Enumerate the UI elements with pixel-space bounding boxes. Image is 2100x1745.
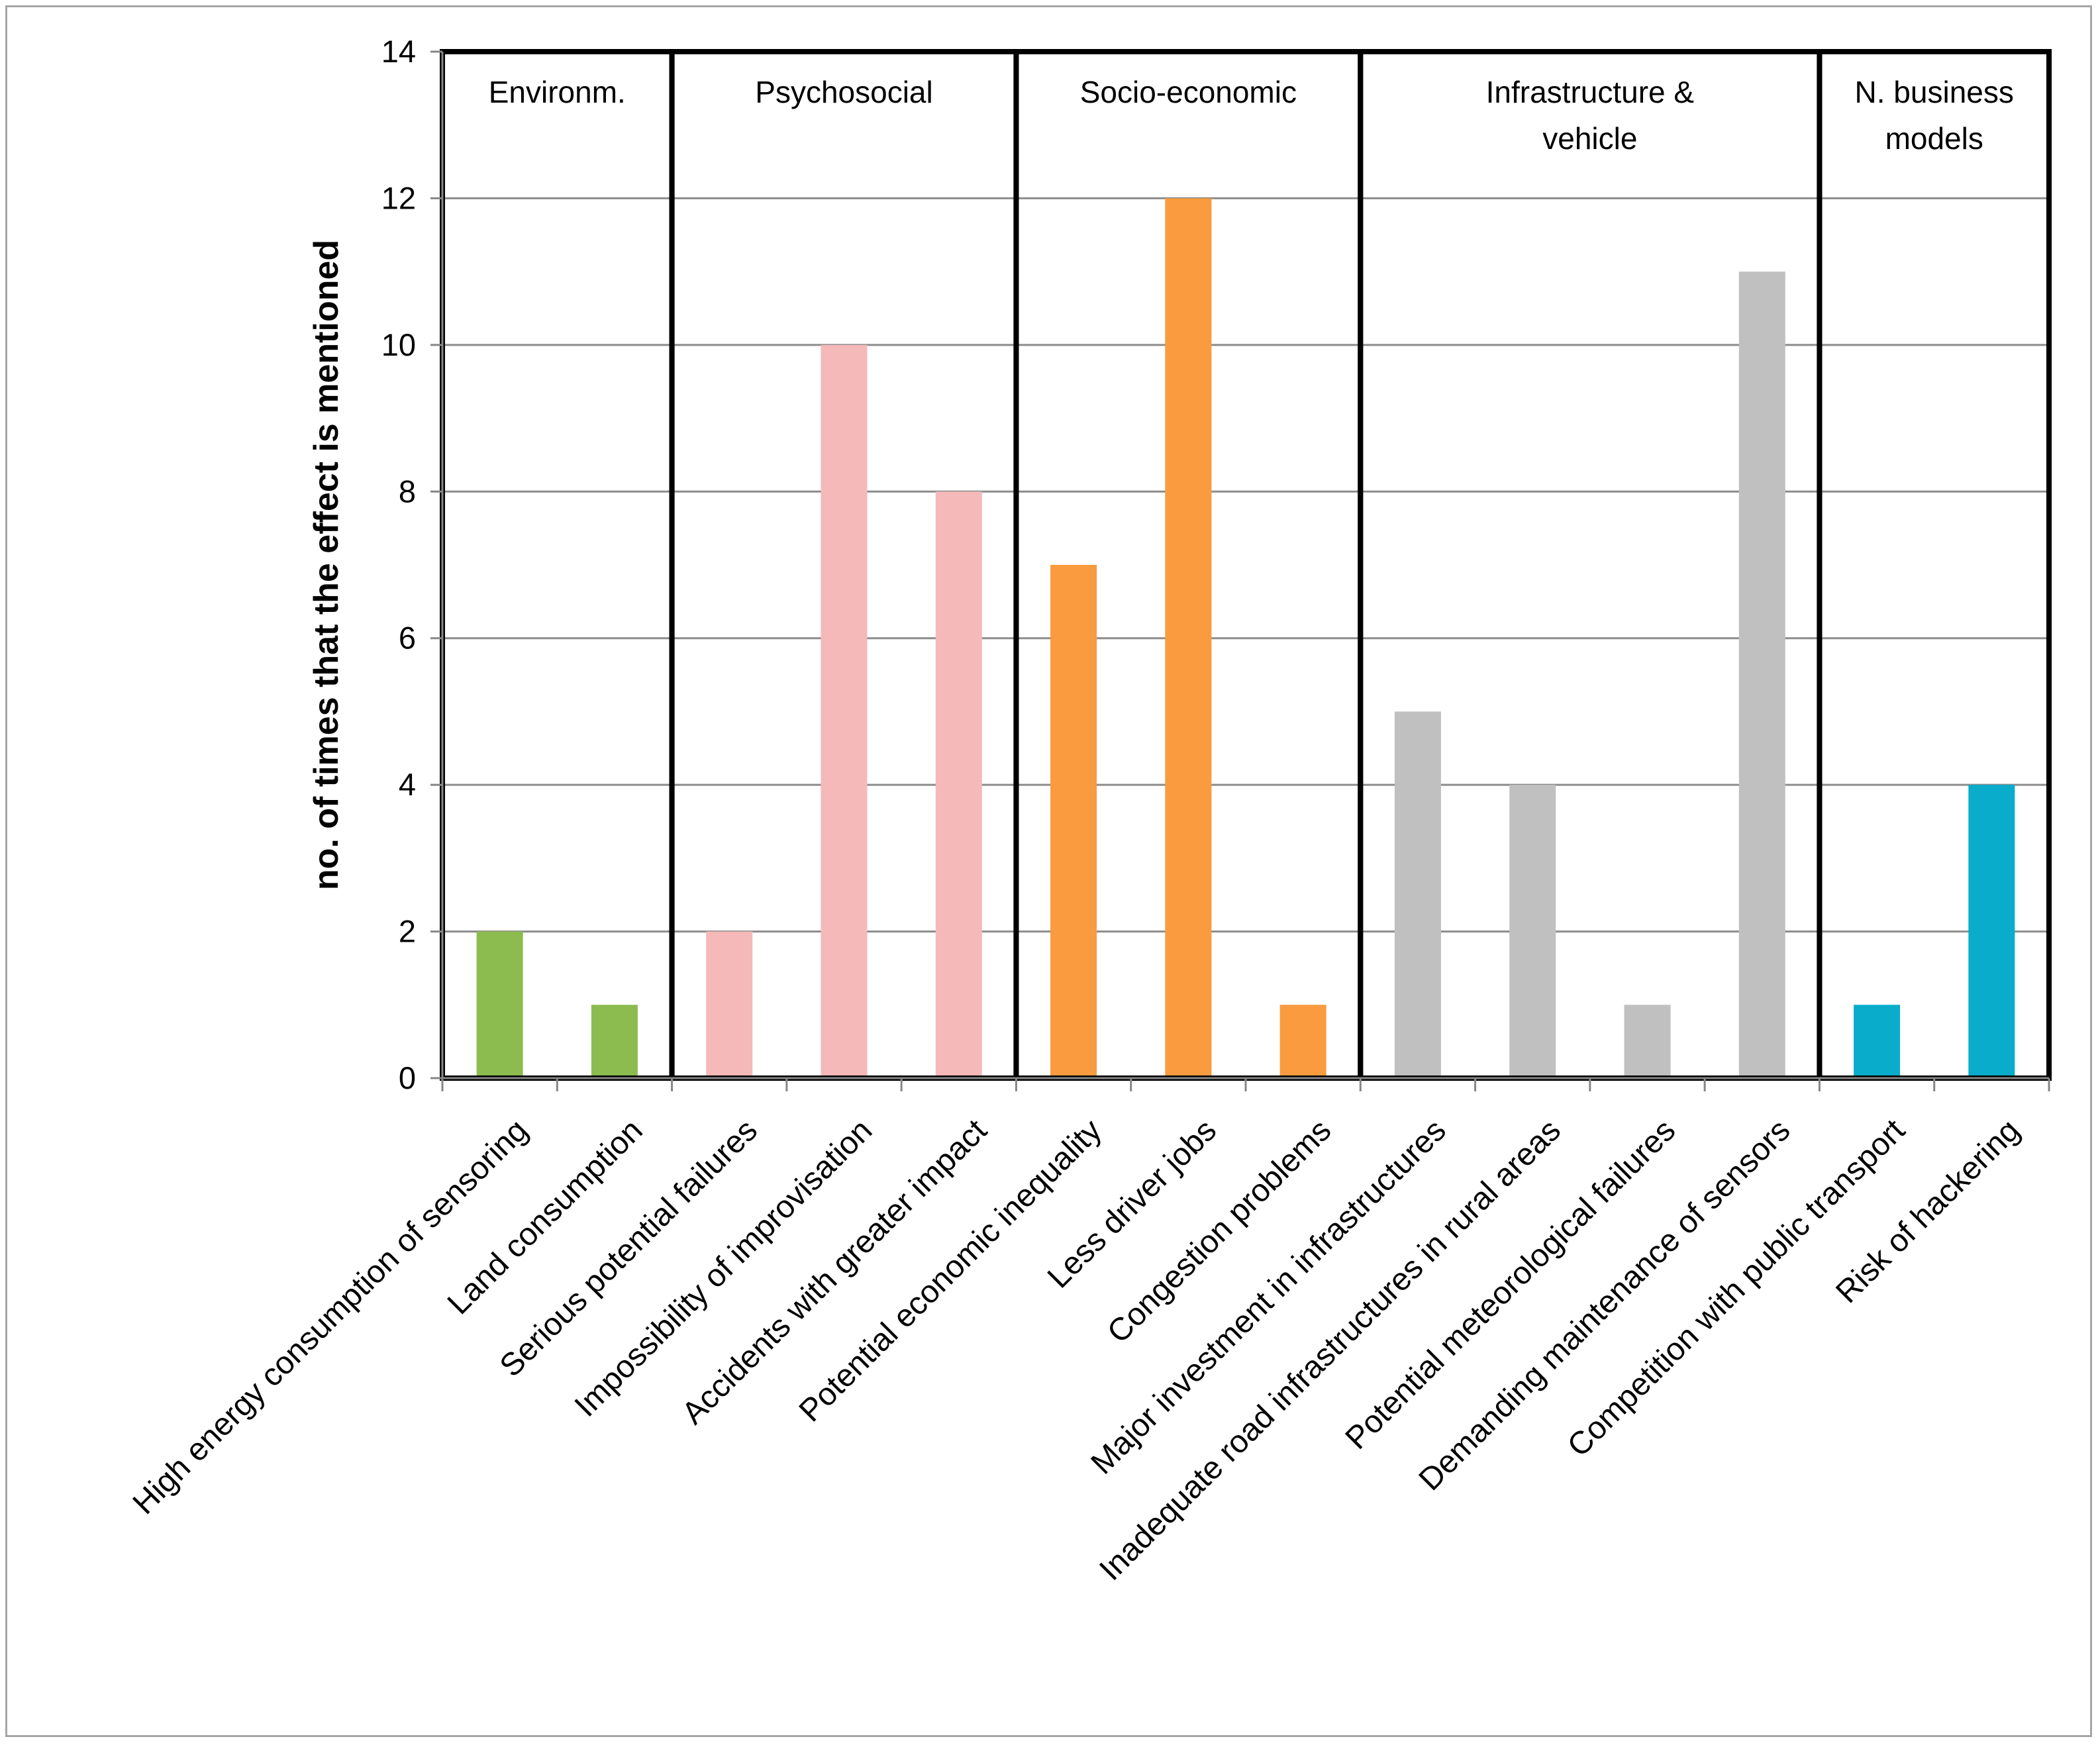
- group-label: models: [1885, 121, 1983, 156]
- bar: [706, 931, 753, 1078]
- gridlines: [442, 50, 2049, 933]
- bar: [821, 344, 868, 1078]
- category-label: Land consumption: [441, 1113, 650, 1321]
- y-tick-label: 10: [381, 327, 416, 362]
- y-tick-label: 6: [399, 621, 416, 656]
- bar: [1394, 711, 1441, 1078]
- y-tick-label: 0: [399, 1060, 416, 1095]
- y-tick-label: 14: [381, 34, 416, 69]
- bar: [1624, 1005, 1671, 1078]
- group-label: vehicle: [1542, 121, 1637, 156]
- bar: [935, 491, 982, 1078]
- group-label: Psychosocial: [755, 75, 932, 109]
- group-label: Environm.: [489, 75, 626, 109]
- group-label: Socio-economic: [1080, 75, 1297, 109]
- y-tick-label: 2: [399, 914, 416, 949]
- bar: [1279, 1005, 1326, 1078]
- y-tick-label: 12: [381, 180, 416, 215]
- y-axis-title: no. of times that the effect is mentione…: [307, 240, 346, 890]
- category-label: Congestion problems: [1101, 1113, 1338, 1350]
- bar: [1509, 785, 1556, 1078]
- bar: [1854, 1005, 1901, 1078]
- bar: [476, 931, 523, 1078]
- bar: [1738, 272, 1785, 1079]
- bar: [1165, 198, 1212, 1078]
- bar: [1968, 785, 2015, 1078]
- bars: [476, 198, 2015, 1079]
- category-label: High energy consumption of sensoring: [126, 1113, 535, 1521]
- group-label: Infrastructure &: [1486, 75, 1694, 109]
- y-tick-label: 4: [399, 767, 416, 802]
- y-tick-label: 8: [399, 474, 416, 509]
- bar: [1050, 565, 1097, 1078]
- group-label: N. business: [1855, 75, 2014, 109]
- group-boxes: [440, 49, 2052, 1081]
- bar: [591, 1005, 638, 1078]
- group-box: [440, 49, 675, 1081]
- axes: [430, 50, 2050, 1091]
